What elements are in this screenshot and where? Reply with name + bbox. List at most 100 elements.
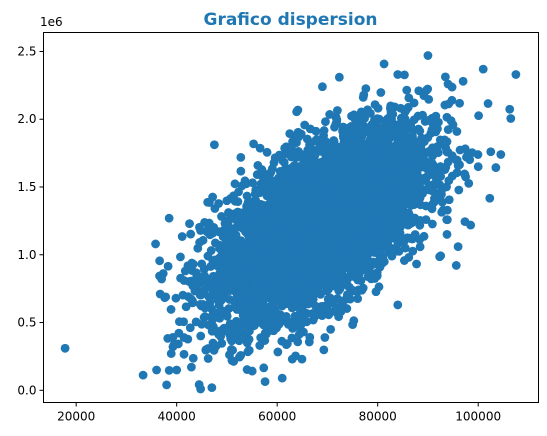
scatter-point [388,225,397,235]
scatter-point [460,144,470,154]
scatter-point [298,269,308,279]
scatter-point [227,336,237,346]
scatter-point [235,208,245,218]
scatter-point [313,189,323,199]
scatter-point [397,116,407,125]
scatter-point [155,256,165,266]
scatter-point [383,240,393,250]
scatter-point [218,232,228,242]
scatter-point [196,384,206,394]
scatter-point [281,340,291,350]
scatter-point [274,150,284,160]
scatter-point [353,218,363,227]
scatter-point [253,160,263,170]
scatter-point [474,111,484,121]
scatter-point [323,226,333,236]
scatter-point [200,285,210,294]
scatter-point [335,150,345,160]
scatter-point [293,105,303,115]
scatter-point [164,365,174,375]
scatter-point [262,147,272,157]
scatter-point [319,157,328,166]
scatter-point [506,114,516,123]
scatter-point [243,268,253,277]
scatter-point [352,181,362,190]
scatter-point [415,242,425,252]
scatter-point [412,152,422,162]
scatter-point [397,131,407,141]
scatter-point [423,133,433,142]
scatter-point [409,98,419,108]
scatter-point [421,156,430,166]
scatter-point [354,133,364,143]
scatter-point [272,188,282,198]
scatter-point [373,103,383,113]
scatter-point [324,310,334,320]
scatter-point [217,242,227,252]
scatter-point [203,197,213,207]
scatter-point [322,303,332,313]
scatter-point [335,216,345,225]
scatter-point [293,318,303,328]
scatter-point [435,135,445,145]
scatter-point [284,186,294,196]
chart-title: Grafico dispersion [203,10,377,30]
scatter-point [356,107,366,117]
scatter-point [177,232,187,241]
scatter-point [239,288,249,297]
scatter-point [270,247,280,256]
scatter-point [452,168,462,178]
scatter-point [157,274,167,284]
scatter-point [191,317,201,327]
scatter-point [396,161,406,171]
scatter-point [196,226,205,235]
scatter-point [246,197,256,207]
scatter-point [235,244,245,254]
scatter-point [302,291,312,301]
scatter-point [444,99,454,109]
scatter-point [427,186,437,196]
scatter-point [331,119,341,129]
scatter-point [195,299,205,309]
scatter-point [304,337,314,347]
scatter-point [358,171,368,181]
scatter-point [206,246,216,255]
scatter-point [415,220,425,230]
scatter-point [376,88,386,97]
scatter-point [400,243,410,253]
scatter-point [225,247,235,256]
scatter-point [306,227,316,237]
scatter-point [185,323,195,333]
scatter-point [331,205,341,215]
scatter-point [354,269,364,279]
scatter-point [262,254,271,264]
scatter-point [334,72,344,82]
scatter-point [361,214,371,224]
scatter-point [350,151,360,161]
scatter-point [272,308,281,318]
scatter-point [398,178,407,188]
scatter-point [227,225,237,235]
scatter-point [344,123,354,133]
scatter-point [242,228,252,238]
scatter-point [179,333,189,342]
scatter-point [236,166,246,176]
scatter-point [255,341,265,350]
scatter-point [236,273,245,282]
scatter-point [348,320,358,330]
scatter-point [366,109,375,118]
scatter-point [163,261,173,271]
scatter-point [234,336,244,346]
scatter-point [208,271,218,281]
scatter-point [255,308,265,318]
scatter-point [376,222,386,232]
scatter-point [357,123,367,133]
scatter-point [306,143,316,153]
scatter-point [209,140,219,150]
scatter-point [230,214,240,224]
scatter-point [268,179,278,189]
scatter-point [155,289,165,299]
scatter-point [344,206,353,216]
scatter-point [245,220,255,230]
scatter-point [166,305,176,314]
